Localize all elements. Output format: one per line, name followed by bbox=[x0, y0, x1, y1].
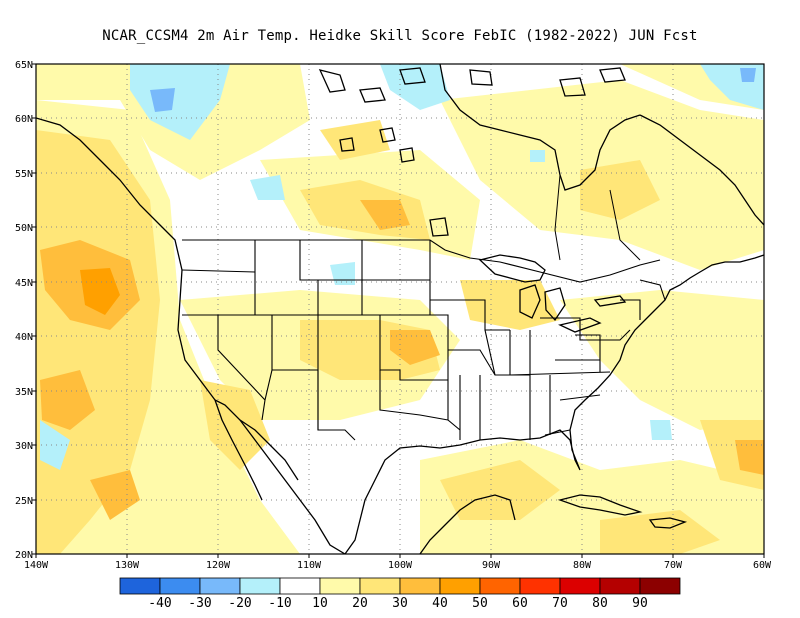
gridlines bbox=[36, 64, 764, 554]
skill-score-field bbox=[36, 64, 764, 554]
colorbar-label: 40 bbox=[432, 596, 448, 611]
skill-negative-20-areas bbox=[150, 68, 756, 112]
colorbar-label: -30 bbox=[188, 596, 211, 611]
colorbar-swatch bbox=[359, 577, 401, 595]
lat-label: 45N bbox=[15, 278, 33, 289]
lon-axis: 140W 130W 120W 110W 100W 90W 80W 70W 60W bbox=[24, 560, 772, 571]
colorbar-label: -40 bbox=[148, 596, 171, 611]
colorbar-label: 60 bbox=[512, 596, 528, 611]
lon-label: 120W bbox=[206, 560, 231, 571]
colorbar-swatch bbox=[239, 577, 281, 595]
colorbar-label: 10 bbox=[312, 596, 328, 611]
lat-label: 60N bbox=[15, 114, 33, 125]
lat-label: 40N bbox=[15, 332, 33, 343]
lon-label: 100W bbox=[388, 560, 413, 571]
colorbar-label: 30 bbox=[392, 596, 408, 611]
colorbar-swatch bbox=[519, 577, 561, 595]
lat-label: 65N bbox=[15, 60, 33, 71]
colorbar-swatch bbox=[119, 577, 161, 595]
skill-20-30-areas bbox=[36, 120, 764, 554]
colorbar-label: 50 bbox=[472, 596, 488, 611]
colorbar-label: 90 bbox=[632, 596, 648, 611]
lat-label: 20N bbox=[15, 550, 33, 561]
province-borders bbox=[554, 174, 641, 261]
lat-label: 30N bbox=[15, 441, 33, 452]
state-borders bbox=[181, 239, 666, 441]
lon-label: 60W bbox=[753, 560, 772, 571]
lon-label: 70W bbox=[664, 560, 683, 571]
lon-label: 80W bbox=[573, 560, 592, 571]
colorbar-swatch bbox=[319, 577, 361, 595]
lon-label: 130W bbox=[115, 560, 140, 571]
colorbar-swatch bbox=[479, 577, 521, 595]
colorbar-label: 70 bbox=[552, 596, 568, 611]
colorbar-label: 80 bbox=[592, 596, 608, 611]
lat-label: 50N bbox=[15, 223, 33, 234]
axis-ticks bbox=[32, 63, 765, 558]
lat-label: 25N bbox=[15, 496, 33, 507]
colorbar-label: -10 bbox=[268, 596, 291, 611]
colorbar-label: -20 bbox=[228, 596, 251, 611]
colorbar-swatch bbox=[559, 577, 601, 595]
colorbar-label: 20 bbox=[352, 596, 368, 611]
colorbar-swatch bbox=[159, 577, 201, 595]
colorbar-swatch bbox=[639, 577, 681, 595]
colorbar-swatch bbox=[599, 577, 641, 595]
lon-label: 90W bbox=[482, 560, 501, 571]
skill-40-50-areas bbox=[80, 268, 120, 315]
lat-axis: 65N 60N 55N 50N 45N 40N 35N 30N 25N 20N bbox=[15, 60, 33, 561]
colorbar-swatch bbox=[199, 577, 241, 595]
lat-label: 35N bbox=[15, 387, 33, 398]
lon-label: 110W bbox=[297, 560, 322, 571]
map-title: NCAR_CCSM4 2m Air Temp. Heidke Skill Sco… bbox=[102, 28, 698, 44]
colorbar-swatch bbox=[399, 577, 441, 595]
colorbar-swatch bbox=[439, 577, 481, 595]
colorbar bbox=[119, 577, 681, 595]
lat-label: 55N bbox=[15, 169, 33, 180]
colorbar-labels: -40 -30 -20 -10 10 20 30 40 50 60 70 80 … bbox=[148, 596, 648, 611]
colorbar-swatch bbox=[279, 577, 321, 595]
lon-label: 140W bbox=[24, 560, 49, 571]
